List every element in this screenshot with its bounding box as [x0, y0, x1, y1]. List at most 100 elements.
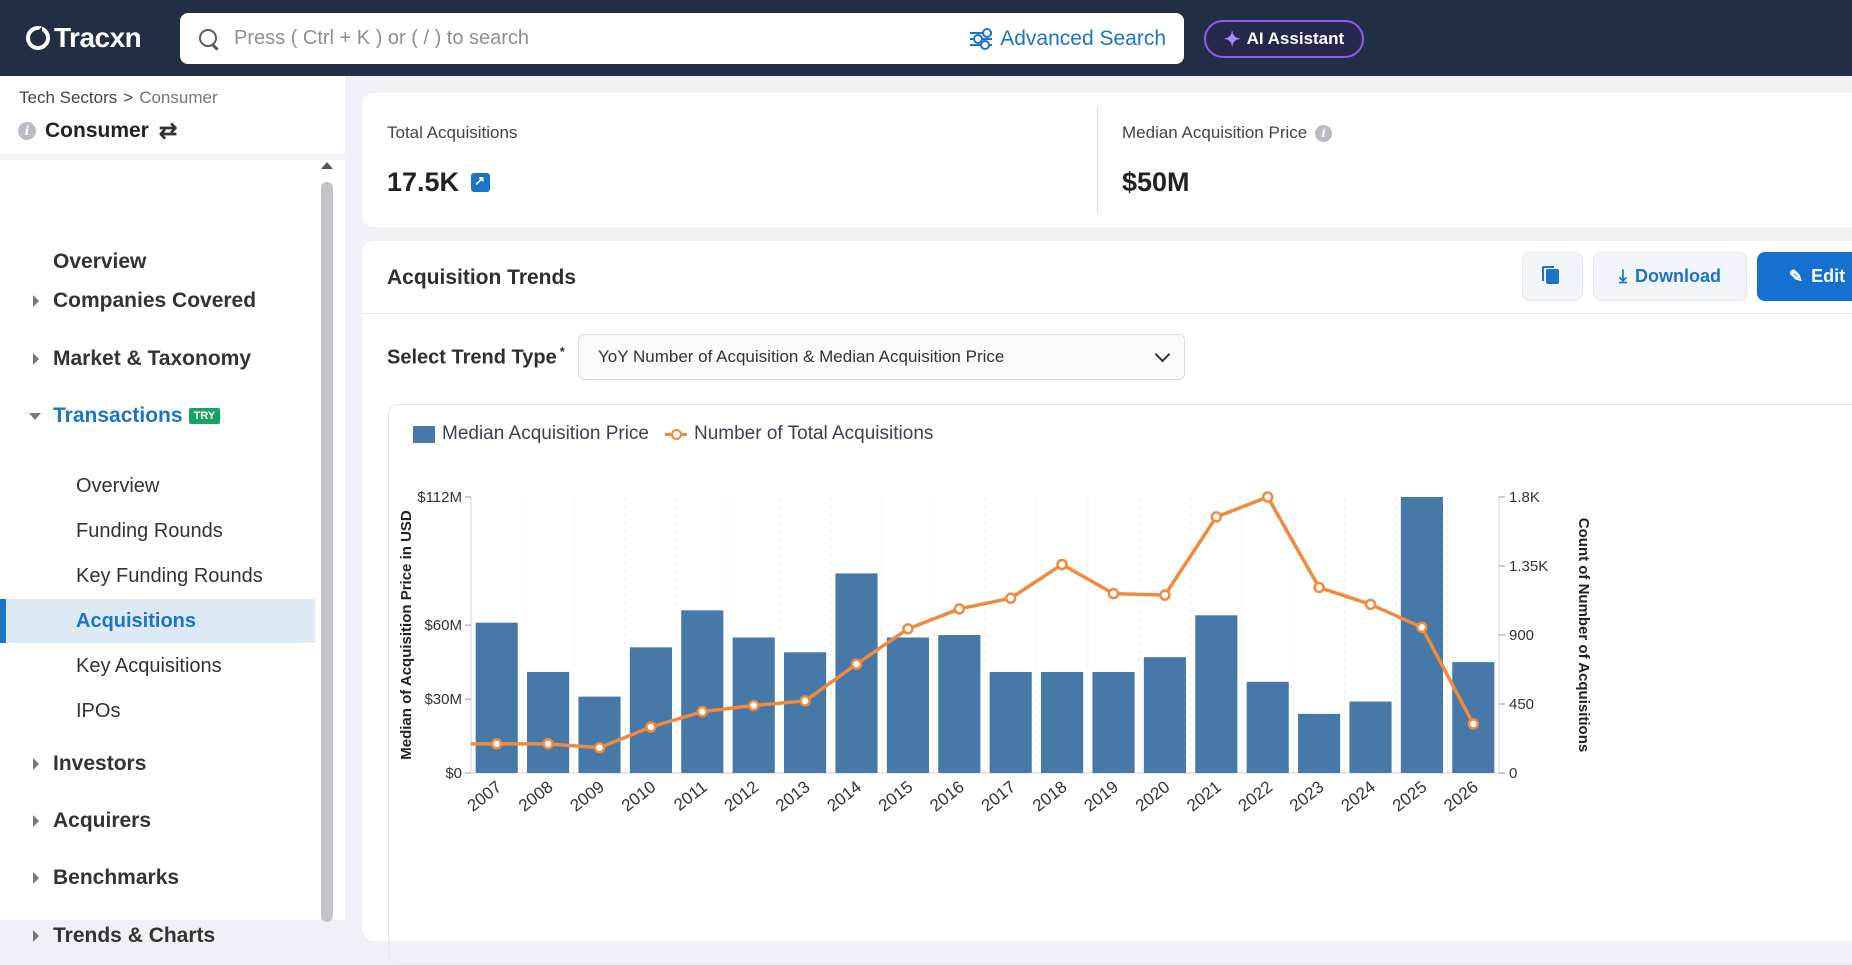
trend-type-label-text: Select Trend Type	[387, 346, 557, 369]
caret-right-icon	[33, 872, 39, 884]
sliders-icon	[970, 28, 993, 49]
left-tick-label: $112M	[417, 489, 462, 506]
bar	[527, 671, 570, 773]
info-icon[interactable]: i	[18, 122, 36, 140]
sidebar-item-investors[interactable]: Investors	[0, 752, 315, 776]
swap-icon[interactable]: ⇄	[158, 118, 178, 143]
sidebar-scrollbar[interactable]	[320, 162, 334, 922]
breadcrumb-separator: >	[123, 88, 134, 107]
line-point	[1056, 558, 1068, 571]
sidebar-item-label: Trends & Charts	[53, 924, 216, 947]
sidebar-item-benchmarks[interactable]: Benchmarks	[0, 866, 315, 890]
advanced-search-button[interactable]: Advanced Search	[970, 27, 1166, 51]
bar	[938, 635, 981, 773]
breadcrumb-parent[interactable]: Tech Sectors	[19, 88, 118, 107]
search-input[interactable]	[234, 27, 971, 50]
line-point	[953, 603, 966, 615]
legend-swatch-line[interactable]	[665, 428, 687, 440]
x-tick-label: 2018	[1029, 777, 1071, 815]
scroll-up-arrow-icon[interactable]	[321, 162, 333, 169]
bar	[475, 622, 518, 773]
sidebar-item-companies-covered[interactable]: Companies Covered	[0, 289, 315, 313]
caret-right-icon	[33, 758, 39, 770]
sidebar-subitem-key-funding-rounds[interactable]: Key Funding Rounds	[0, 554, 315, 598]
line-point	[747, 699, 760, 712]
right-axis-title: Count of Number of Acquisitions	[1575, 518, 1592, 752]
try-badge: TRY	[188, 408, 221, 424]
bar	[989, 671, 1032, 773]
median-price-value: $50M	[1122, 167, 1190, 198]
bar	[578, 696, 621, 773]
line-point	[1159, 589, 1171, 601]
right-tick-label: 900	[1509, 627, 1534, 644]
right-tick-label: 1.35K	[1509, 558, 1548, 575]
caret-right-icon	[33, 815, 39, 827]
line-point	[850, 658, 863, 670]
ai-assistant-button[interactable]: ✦ AI Assistant	[1204, 20, 1364, 58]
logo-mark-icon	[26, 26, 50, 50]
edit-label: Edit	[1811, 266, 1846, 286]
left-tick-label: $60M	[424, 617, 462, 634]
line-point	[645, 721, 657, 733]
info-icon[interactable]: i	[1315, 124, 1333, 142]
stat-divider	[1097, 107, 1098, 213]
scrollbar-thumb[interactable]	[321, 182, 333, 922]
caret-down-icon	[29, 412, 41, 420]
x-tick-label: 2008	[515, 777, 557, 815]
sidebar-subitem-funding-rounds[interactable]: Funding Rounds	[0, 509, 315, 553]
download-button[interactable]: ⤓ Download	[1593, 252, 1747, 301]
stat-value-text: $50M	[1122, 167, 1190, 197]
bar	[784, 652, 827, 773]
right-tick-label: 0	[1509, 765, 1517, 782]
left-tick-label: $0	[445, 765, 462, 782]
sidebar-item-trends-charts[interactable]: Trends & Charts	[0, 924, 315, 948]
external-link-icon[interactable]	[471, 173, 491, 192]
acquisition-trends-card: Acquisition Trends ⤓ Download ✎ Edit Sel…	[362, 241, 1852, 964]
edit-button[interactable]: ✎ Edit	[1757, 252, 1852, 301]
tracxn-logo[interactable]: Tracxn	[26, 22, 142, 54]
sidebar-item-label: Investors	[53, 752, 147, 775]
sidebar-item-label: Companies Covered	[53, 289, 257, 312]
sidebar-subitem-ipos[interactable]: IPOs	[0, 689, 315, 733]
sidebar-item-overview[interactable]: Overview	[0, 250, 315, 274]
sidebar-subitem-overview[interactable]: Overview	[0, 464, 315, 508]
brand-name: Tracxn	[54, 22, 142, 53]
median-price-label: Median Acquisition Price i	[1122, 123, 1333, 143]
trend-type-select[interactable]: YoY Number of Acquisition & Median Acqui…	[578, 334, 1185, 380]
breadcrumb-current: Consumer	[139, 88, 218, 107]
trend-title: Acquisition Trends	[387, 266, 577, 289]
acquisition-trend-chart: $0 $30M $60M $112M 0 450 900 1.35K 1.8K Median of…	[398, 489, 1592, 815]
copy-button[interactable]	[1522, 252, 1583, 301]
sidebar-item-market-taxonomy[interactable]: Market & Taxonomy	[0, 347, 315, 371]
x-tick-label: 2007	[464, 777, 506, 815]
sidebar-item-label: Market & Taxonomy	[53, 347, 251, 370]
advanced-search-label: Advanced Search	[1000, 26, 1166, 50]
bar	[1092, 671, 1135, 773]
legend-entry-line[interactable]: Number of Total Acquisitions	[694, 423, 934, 444]
sidebar-subitem-label: IPOs	[76, 699, 121, 722]
sidebar-subitem-key-acquisitions[interactable]: Key Acquisitions	[0, 644, 315, 688]
sidebar-item-acquirers[interactable]: Acquirers	[0, 809, 315, 833]
chart-legend: Median Acquisition Price Number of Total…	[413, 423, 933, 445]
caret-right-icon	[33, 353, 39, 365]
ai-assistant-label: AI Assistant	[1246, 29, 1345, 48]
bar	[1400, 497, 1443, 773]
pencil-icon: ✎	[1788, 266, 1804, 286]
legend-entry-bar[interactable]: Median Acquisition Price	[442, 423, 649, 444]
sidebar-subitem-label: Acquisitions	[76, 609, 197, 632]
x-tick-label: 2009	[566, 777, 608, 815]
line-point	[490, 738, 503, 750]
stat-label-text: Median Acquisition Price	[1122, 123, 1308, 142]
x-tick-label: 2019	[1080, 777, 1122, 815]
legend-swatch-bar[interactable]	[413, 425, 435, 443]
x-tick-label: 2023	[1286, 777, 1328, 815]
sidebar-subitem-acquisitions[interactable]: Acquisitions	[0, 599, 315, 643]
right-tick-label: 450	[1509, 696, 1534, 713]
left-axis-title: Median of Acquisition Price in USD	[398, 510, 415, 760]
line-point	[1107, 587, 1120, 600]
sidebar-item-transactions[interactable]: Transactions TRY	[0, 404, 315, 428]
sidebar-item-label: Transactions	[53, 404, 183, 427]
line-point	[696, 705, 709, 718]
line-point	[1467, 718, 1480, 730]
bar	[1452, 662, 1495, 773]
